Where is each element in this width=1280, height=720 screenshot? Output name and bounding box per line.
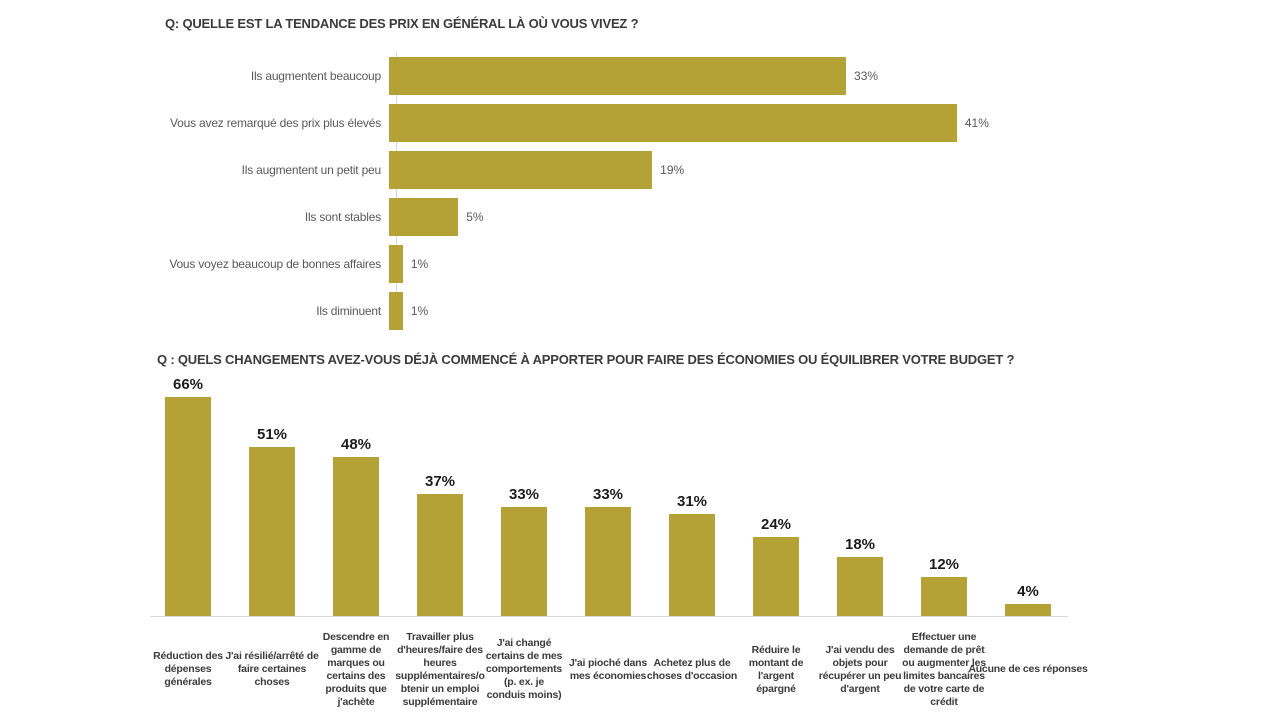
chart2-category-label-text: J'ai résilié/arrêté de faire certaines c…: [225, 650, 319, 688]
chart2-bar: [249, 447, 295, 617]
chart2-value-label: 48%: [340, 436, 372, 454]
chart2-bar-column: 51%: [230, 374, 314, 617]
chart2-bar: [333, 457, 379, 617]
chart2-bar: [837, 557, 883, 617]
chart2-bar: [921, 577, 967, 617]
chart2-bar-column: 66%: [146, 374, 230, 617]
chart2-title: Q : QUELS CHANGEMENTS AVEZ-VOUS DÉJÀ COM…: [157, 352, 1015, 367]
chart1-category-label: Vous voyez beaucoup de bonnes affaires: [169, 256, 381, 271]
chart2-bar-column: 48%: [314, 374, 398, 617]
chart1-bar-row: Vous avez remarqué des prix plus élevés 4…: [165, 99, 1215, 146]
chart2-category-label: Descendre en gamme de marques ou certain…: [314, 622, 398, 717]
chart2-category-label-text: Descendre en gamme de marques ou certain…: [322, 630, 390, 708]
chart1-category-label: Ils augmentent un petit peu: [241, 162, 382, 177]
chart2-value-label: 51%: [256, 426, 288, 444]
chart1-bar-row: Ils augmentent un petit peu 19%: [165, 146, 1215, 193]
chart1-bar-wrap: 19%: [389, 150, 685, 189]
chart1-bar-row: Ils diminuent 1%: [165, 287, 1215, 334]
chart2-bar-column: 18%: [818, 374, 902, 617]
chart2-bar: [417, 493, 463, 617]
chart1-bar: [389, 197, 459, 236]
chart1-title: Q: QUELLE EST LA TENDANCE DES PRIX EN GÉ…: [165, 16, 639, 31]
chart1-bar: [389, 150, 653, 189]
chart1-value-label: 5%: [466, 209, 484, 224]
chart2-category-label-text: J'ai pioché dans mes économies: [568, 656, 648, 682]
chart2-category-label-text: Effectuer une demande de prêt ou augment…: [902, 630, 986, 708]
chart2-category-label-text: Réduction des dépenses générales: [153, 650, 223, 688]
chart1-value-label: 1%: [410, 256, 429, 271]
chart2-category-label-text: Aucune de ces réponses: [968, 663, 1088, 675]
chart2-value-label: 33%: [592, 486, 624, 504]
chart1-category-label: Ils diminuent: [316, 303, 381, 318]
chart2-value-label: 24%: [760, 516, 792, 534]
chart2-category-label: Aucune de ces réponses: [968, 622, 1088, 717]
chart2-value-label: 12%: [928, 556, 960, 574]
chart1-value-label: 41%: [964, 115, 989, 130]
chart1-bar: [389, 244, 403, 283]
chart2-category-label-text: Travailler plus d'heures/faire des heure…: [395, 630, 485, 708]
chart2-category-label-text: Réduire le montant de l'argent épargné: [748, 643, 804, 695]
chart1-bar-wrap: 1%: [389, 291, 429, 330]
chart1-bar-row: Vous voyez beaucoup de bonnes affaires 1%: [165, 240, 1215, 287]
chart2-bar-column: 24%: [734, 374, 818, 617]
chart2-category-axis: Réduction des dépenses générales J'ai rés…: [146, 622, 1088, 717]
chart2-bar: [501, 507, 547, 617]
chart2-bar: [165, 397, 211, 617]
chart2-bar-column: 12%: [902, 374, 986, 617]
chart2-category-label: Achetez plus de choses d'occasion: [647, 622, 737, 717]
chart1-category-label: Ils sont stables: [304, 209, 381, 224]
chart2-category-label-text: J'ai changé certains de mes comportement…: [485, 637, 563, 701]
chart2-plot-area: 66% 51% 48% 37% 33% 33% 31% 24% 18% 12% 4%: [146, 374, 1070, 617]
chart1-category-label: Ils augmentent beaucoup: [250, 68, 381, 83]
chart2-category-label: J'ai pioché dans mes économies: [566, 622, 650, 717]
chart1-bar-wrap: 5%: [389, 197, 484, 236]
chart2-value-label: 37%: [424, 472, 456, 490]
chart1-bar-row: Ils sont stables 5%: [165, 193, 1215, 240]
chart2-value-label: 31%: [676, 492, 708, 510]
chart2-category-label: J'ai résilié/arrêté de faire certaines c…: [225, 622, 318, 717]
chart2-bar: [1005, 603, 1051, 617]
chart2-bar-column: 4%: [986, 374, 1070, 617]
chart2-value-label: 18%: [844, 536, 876, 554]
chart2-category-label: Réduire le montant de l'argent épargné: [734, 622, 818, 717]
chart2-bar-column: 37%: [398, 374, 482, 617]
chart2-bar-column: 31%: [650, 374, 734, 617]
chart2-value-label: 33%: [508, 486, 540, 504]
chart1-bar-row: Ils augmentent beaucoup 33%: [165, 52, 1215, 99]
chart1-value-label: 19%: [660, 162, 685, 177]
chart2-category-label-text: J'ai vendu des objets pour récupérer un …: [818, 643, 902, 695]
chart1-category-label: Vous avez remarqué des prix plus élevés: [170, 115, 381, 130]
chart2-bar-column: 33%: [566, 374, 650, 617]
chart1-bar: [389, 103, 957, 142]
chart2-value-label: 4%: [1017, 582, 1039, 600]
chart1-bar: [389, 291, 403, 330]
chart2-bar-column: 33%: [482, 374, 566, 617]
chart2-category-label-text: Achetez plus de choses d'occasion: [646, 656, 738, 682]
chart2-bar: [753, 537, 799, 617]
chart1-bar-wrap: 33%: [389, 56, 879, 95]
chart2-category-label: Travailler plus d'heures/faire des heure…: [395, 622, 485, 717]
chart1-plot-area: Ils augmentent beaucoup 33% Vous avez rema…: [165, 52, 1215, 334]
chart1-value-label: 33%: [854, 68, 879, 83]
chart1-axis-line: [396, 51, 397, 326]
chart2-value-label: 66%: [172, 376, 204, 394]
chart2-baseline: [150, 616, 1068, 617]
chart1-bar-wrap: 41%: [389, 103, 989, 142]
chart2-category-label: J'ai vendu des objets pour récupérer un …: [818, 622, 902, 717]
chart1-value-label: 1%: [410, 303, 429, 318]
chart2-category-label: J'ai changé certains de mes comportement…: [482, 622, 566, 717]
chart2-category-label: Effectuer une demande de prêt ou augment…: [902, 622, 986, 717]
chart2-category-label: Réduction des dépenses générales: [146, 622, 230, 717]
chart1-bar: [389, 56, 847, 95]
chart2-bar: [585, 507, 631, 617]
chart1-bar-wrap: 1%: [389, 244, 429, 283]
chart2-bar: [669, 513, 715, 617]
